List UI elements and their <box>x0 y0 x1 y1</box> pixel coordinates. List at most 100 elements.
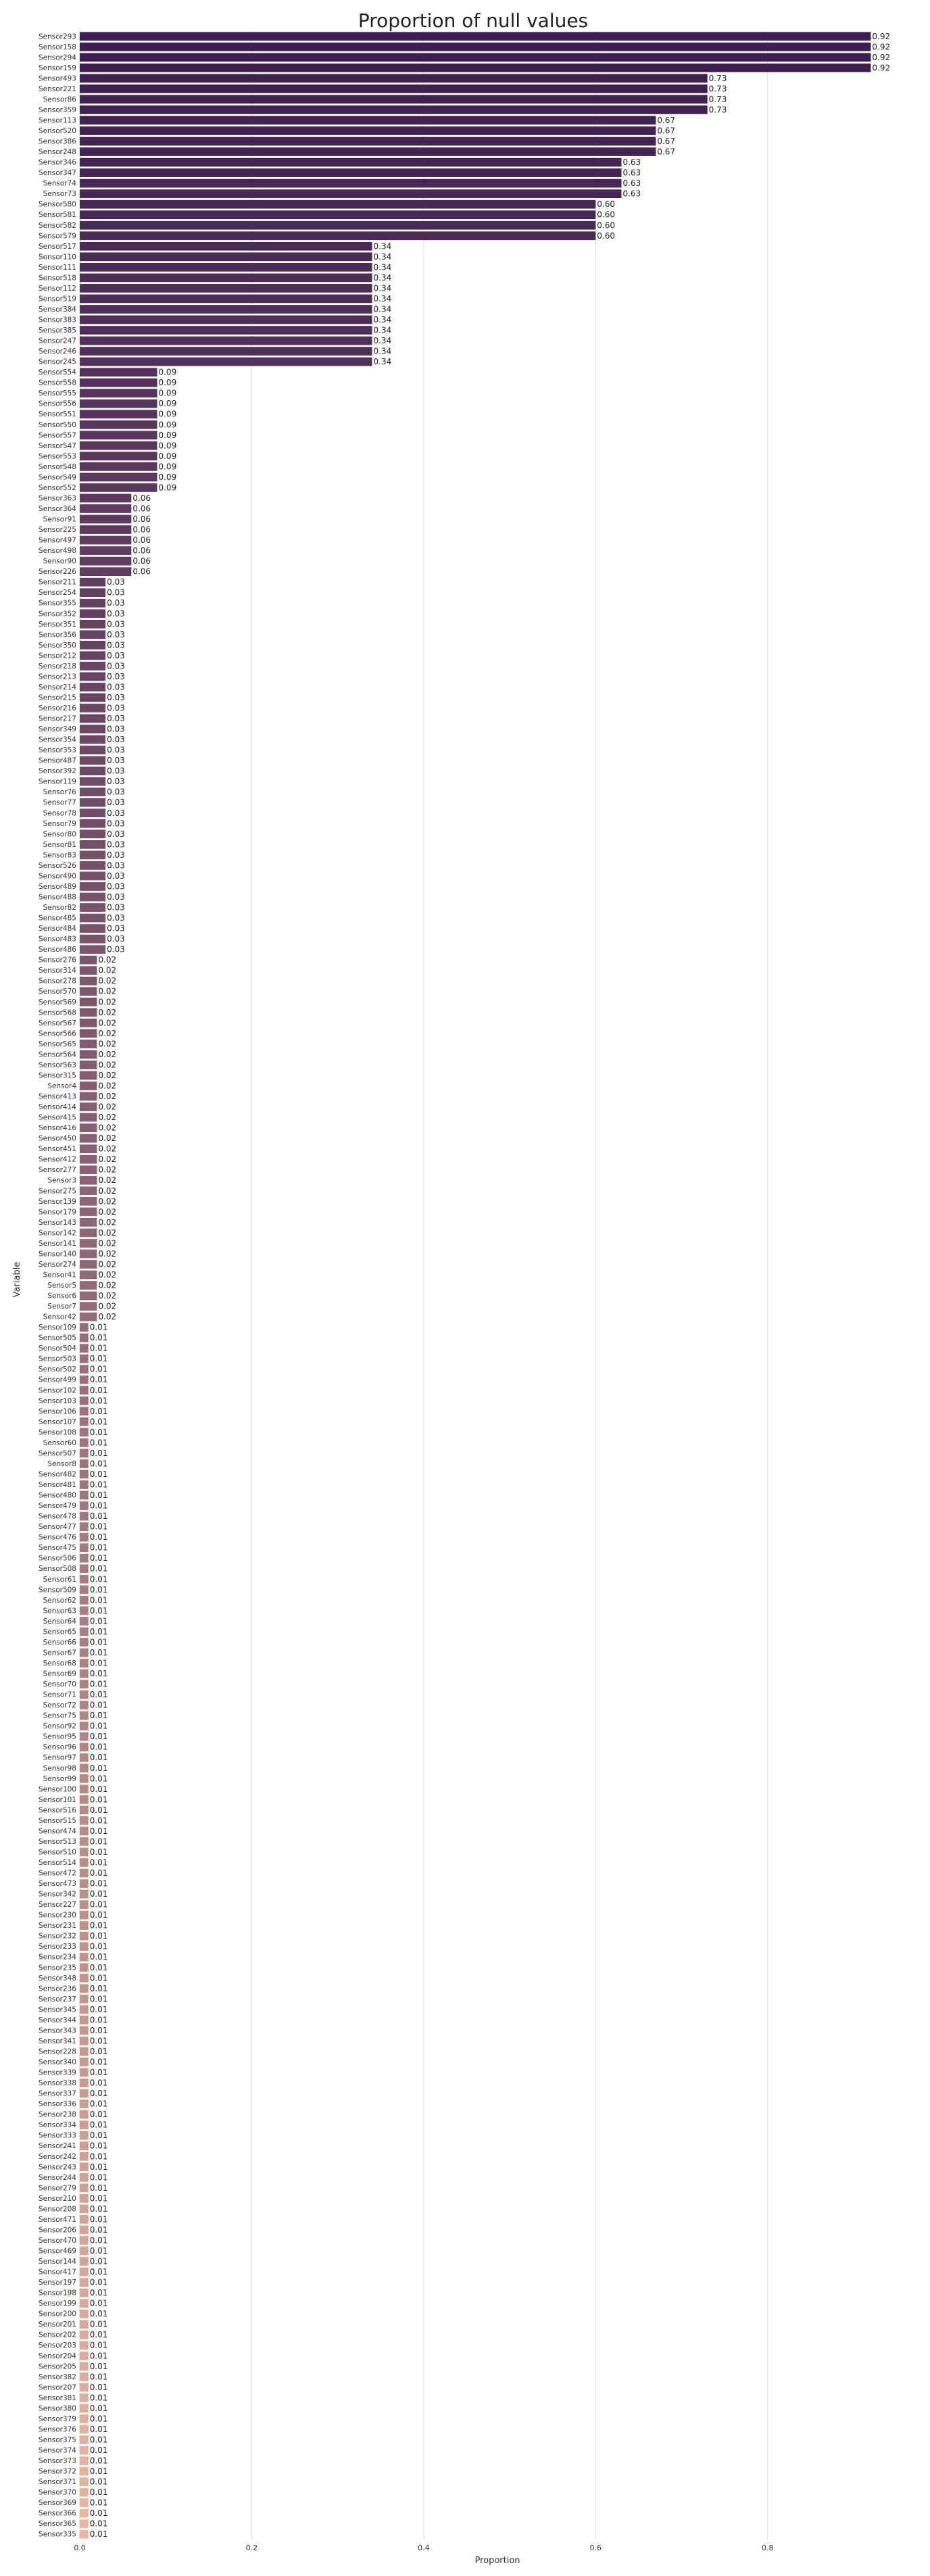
category-label: Sensor414 <box>39 1103 76 1111</box>
value-label: 0.02 <box>98 1238 116 1248</box>
value-label: 0.09 <box>158 441 176 450</box>
bar <box>80 1470 89 1479</box>
value-label: 0.01 <box>90 1606 108 1615</box>
value-label: 0.02 <box>98 1281 116 1290</box>
value-label: 0.01 <box>90 2172 108 2182</box>
category-label: Sensor119 <box>39 778 76 786</box>
value-label: 0.01 <box>90 2330 108 2339</box>
bar <box>80 389 157 397</box>
bar <box>80 84 708 93</box>
value-label: 0.02 <box>98 987 116 996</box>
category-label: Sensor236 <box>39 1985 76 1993</box>
value-label: 0.03 <box>107 682 125 691</box>
bar <box>80 1313 97 1321</box>
value-label: 0.02 <box>98 1165 116 1175</box>
category-label: Sensor505 <box>39 1334 76 1342</box>
category-label: Sensor244 <box>39 2174 76 2182</box>
value-label: 0.01 <box>90 2089 108 2098</box>
bar <box>80 2509 89 2518</box>
bar <box>80 1386 89 1394</box>
category-label: Sensor70 <box>43 1680 76 1688</box>
value-label: 0.01 <box>90 1784 108 1794</box>
bar <box>80 2120 89 2129</box>
category-label: Sensor472 <box>39 1870 76 1878</box>
value-label: 0.03 <box>107 735 125 744</box>
bar <box>80 1302 97 1311</box>
category-label: Sensor97 <box>43 1754 76 1762</box>
category-label: Sensor68 <box>43 1659 76 1668</box>
category-label: Sensor547 <box>39 442 76 450</box>
bar <box>80 504 131 513</box>
bar <box>80 1029 97 1038</box>
category-label: Sensor75 <box>43 1712 76 1720</box>
value-label: 0.01 <box>90 1407 108 1416</box>
value-label: 0.01 <box>90 1428 108 1437</box>
bar <box>80 620 105 629</box>
category-label: Sensor355 <box>39 600 76 608</box>
category-label: Sensor504 <box>39 1344 76 1353</box>
category-label: Sensor144 <box>39 2258 76 2266</box>
value-label: 0.60 <box>597 199 615 209</box>
bar <box>80 2446 89 2455</box>
value-label: 0.01 <box>90 1648 108 1657</box>
bar <box>80 1334 89 1342</box>
bar <box>80 1071 97 1080</box>
value-label: 0.67 <box>657 137 675 146</box>
category-label: Sensor370 <box>39 2489 76 2497</box>
x-axis-title: Proportion <box>474 2556 520 2566</box>
value-label: 0.03 <box>107 746 125 755</box>
value-label: 0.03 <box>107 787 125 797</box>
bar <box>80 1365 89 1374</box>
value-label: 0.01 <box>90 2079 108 2088</box>
value-label: 0.06 <box>132 493 151 503</box>
bar <box>80 1816 89 1825</box>
value-label: 0.01 <box>90 2341 108 2350</box>
category-label: Sensor475 <box>39 1544 76 1552</box>
category-label: Sensor346 <box>39 159 76 167</box>
value-label: 0.73 <box>709 84 727 93</box>
value-label: 0.01 <box>90 2498 108 2508</box>
bar <box>80 1554 89 1563</box>
value-label: 0.34 <box>374 315 392 324</box>
category-label: Sensor235 <box>39 1964 76 1972</box>
value-label: 0.03 <box>107 588 125 598</box>
bar <box>80 1176 97 1185</box>
category-label: Sensor483 <box>39 935 76 944</box>
category-label: Sensor139 <box>39 1198 76 1206</box>
category-label: Sensor80 <box>43 830 76 838</box>
bar <box>80 210 595 219</box>
bar <box>80 1281 97 1290</box>
value-label: 0.01 <box>90 1994 108 2003</box>
value-label: 0.02 <box>98 1123 116 1133</box>
bar <box>80 777 105 786</box>
category-label: Sensor278 <box>39 977 76 986</box>
category-label: Sensor506 <box>39 1555 76 1563</box>
value-label: 0.73 <box>709 105 727 114</box>
bar <box>80 1207 97 1216</box>
bar <box>80 1649 89 1657</box>
bar <box>80 2299 89 2308</box>
category-label: Sensor567 <box>39 1019 76 1027</box>
value-label: 0.01 <box>90 1480 108 1490</box>
value-label: 0.09 <box>158 420 176 429</box>
bar <box>80 924 105 933</box>
category-label: Sensor372 <box>39 2468 76 2476</box>
category-label: Sensor243 <box>39 2163 76 2171</box>
category-label: Sensor227 <box>39 1901 76 1909</box>
bar <box>80 599 105 608</box>
category-label: Sensor276 <box>39 956 76 965</box>
bar <box>80 1407 89 1415</box>
category-label: Sensor480 <box>39 1492 76 1500</box>
value-label: 0.01 <box>90 2299 108 2308</box>
value-label: 0.01 <box>90 1690 108 1699</box>
bar <box>80 1144 97 1153</box>
value-label: 0.09 <box>158 483 176 492</box>
bar <box>80 1459 89 1468</box>
bar <box>80 1186 97 1195</box>
value-label: 0.02 <box>98 966 116 975</box>
value-label: 0.01 <box>90 1375 108 1384</box>
value-label: 0.34 <box>374 336 392 345</box>
category-label: Sensor96 <box>43 1743 77 1751</box>
bar <box>80 1061 97 1069</box>
